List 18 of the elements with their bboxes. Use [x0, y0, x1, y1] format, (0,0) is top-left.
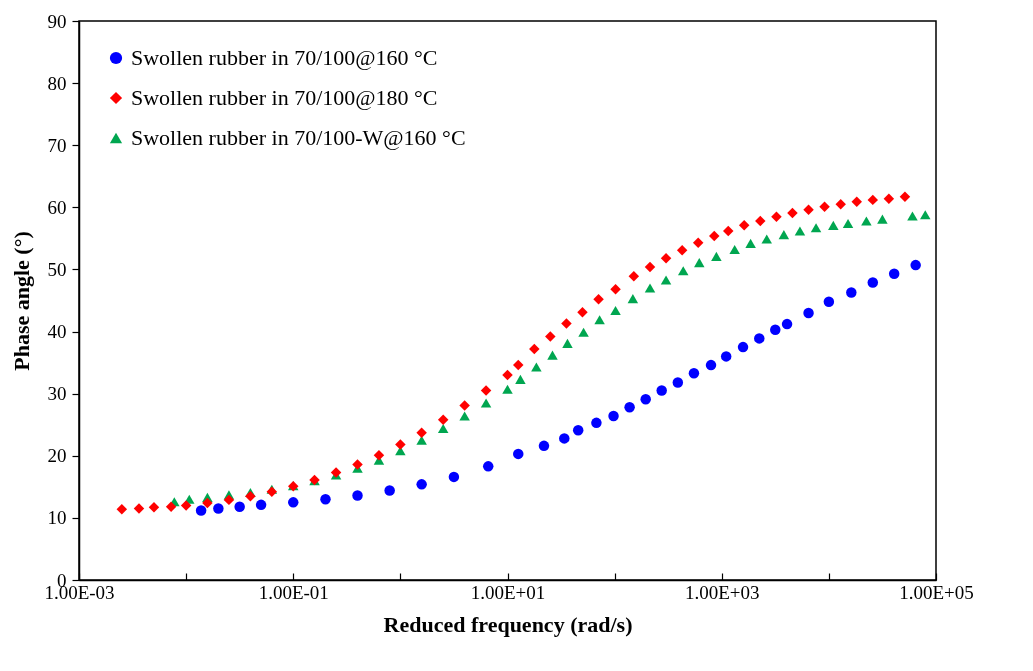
y-tick-label: 40: [47, 321, 67, 343]
y-tick-label: 90: [47, 10, 67, 32]
y-tick-label: 50: [47, 258, 67, 280]
x-tick-label: 1.00E+03: [684, 581, 760, 603]
y-tick-label: 70: [47, 134, 67, 156]
legend-label: Swollen rubber in 70/100-W@160 °C: [131, 125, 466, 150]
y-tick-label: 60: [47, 196, 67, 218]
x-tick-label: 1.00E+05: [899, 581, 974, 603]
y-axis-title: Phase angle (°): [8, 231, 34, 371]
legend-label: Swollen rubber in 70/100@160 °C: [131, 45, 438, 70]
y-tick-label: 10: [47, 507, 67, 529]
x-tick-label: 1.00E+01: [470, 581, 546, 603]
y-tick-label: 30: [47, 383, 67, 405]
x-axis-title: Reduced frequency (rad/s): [383, 611, 633, 637]
x-tick-label: 1.00E-01: [258, 581, 329, 603]
y-tick-label: 20: [47, 445, 67, 467]
legend-label: Swollen rubber in 70/100@180 °C: [131, 85, 438, 110]
y-tick-label: 80: [47, 72, 67, 94]
